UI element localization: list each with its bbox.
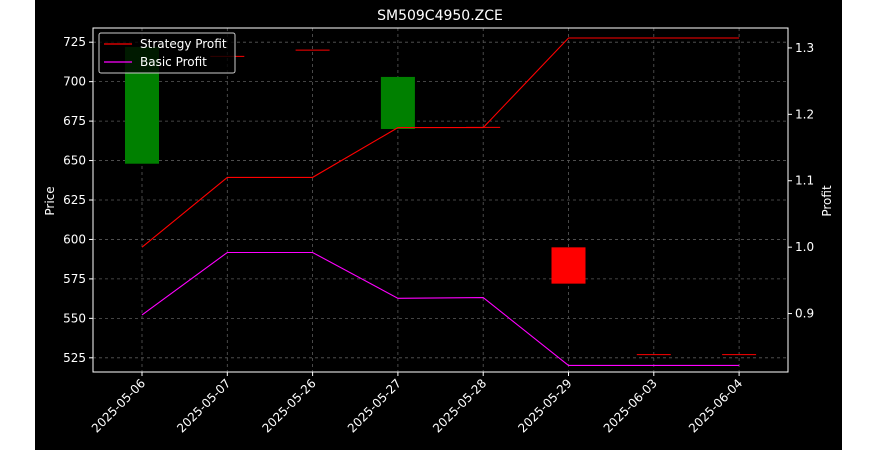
left-tick-label: 600 [63,232,86,246]
legend-box [98,32,236,74]
right-tick-label: 0.9 [795,307,814,321]
right-tick-label: 1.3 [795,41,814,55]
legend-label-strategy-profit: Strategy Profit [140,37,227,51]
left-tick-label: 725 [63,35,86,49]
left-tick-label: 625 [63,193,86,207]
y-axis-label-left: Price [43,186,57,215]
left-tick-label: 650 [63,154,86,168]
legend: Strategy Profit Basic Profit [98,32,236,74]
left-tick-label: 525 [63,351,86,365]
candle [551,247,586,284]
legend-label-basic-profit: Basic Profit [140,55,207,69]
left-y-axis: 525 550 575 600 625 650 675 700 725 [63,35,93,365]
strategy-profit-line [141,37,740,248]
right-y-axis: 0.9 1.0 1.1 1.2 1.3 [788,41,814,321]
chart-title: SM509C4950.ZCE [377,8,503,24]
left-tick-label: 700 [63,75,86,89]
left-tick-label: 575 [63,272,86,286]
right-tick-label: 1.0 [795,240,814,254]
left-tick-label: 550 [63,311,86,325]
left-tick-label: 675 [63,114,86,128]
right-tick-label: 1.2 [795,107,814,121]
candle [380,76,415,129]
y-axis-label-right: Profit [820,185,834,217]
right-tick-label: 1.1 [795,174,814,188]
basic-profit-line [141,251,740,366]
profit-lines [141,37,740,366]
